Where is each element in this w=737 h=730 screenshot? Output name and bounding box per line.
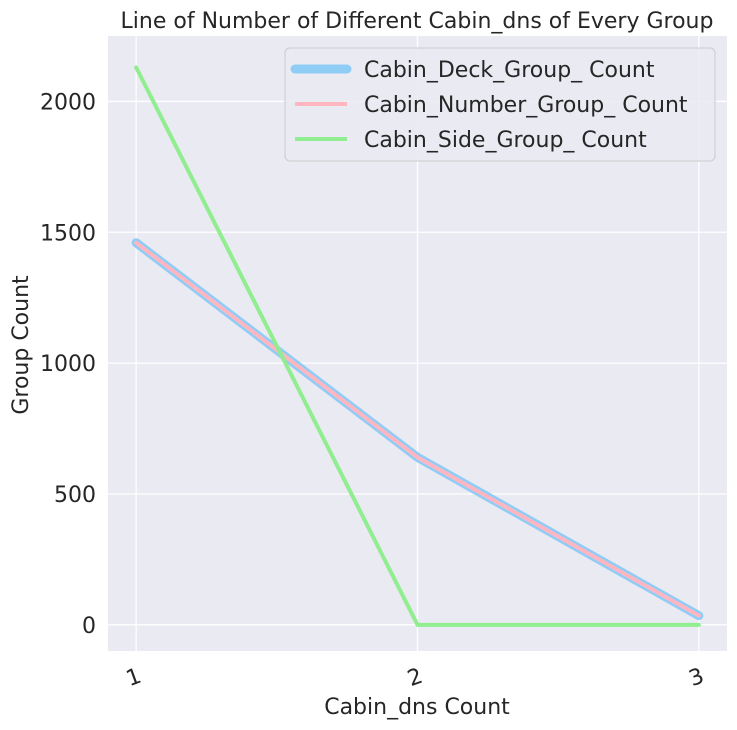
series-line-2 — [134, 240, 701, 618]
y-axis-label: Group Count — [9, 275, 34, 415]
chart-title: Line of Number of Different Cabin_dns of… — [121, 9, 714, 34]
x-axis-label: Cabin_dns Count — [324, 695, 510, 720]
series-layer — [131, 65, 704, 627]
legend-label: Cabin_Deck_Group_ Count — [364, 58, 655, 83]
y-tick-label: 0 — [82, 614, 96, 639]
y-tick-label: 500 — [54, 483, 96, 508]
y-tick-label: 1000 — [40, 352, 96, 377]
y-tick-label: 1500 — [40, 221, 96, 246]
x-tick-label: 2 — [404, 664, 426, 692]
legend: Cabin_Deck_Group_ Count Cabin_Number_Grou… — [284, 47, 716, 162]
legend-box — [284, 47, 716, 162]
y-tick-label: 2000 — [40, 90, 96, 115]
series-line-3 — [134, 65, 701, 627]
x-tick-label: 1 — [123, 664, 145, 692]
legend-label: Cabin_Side_Group_ Count — [364, 128, 647, 153]
legend-label: Cabin_Number_Group_ Count — [364, 93, 688, 118]
x-tick-label: 3 — [686, 664, 708, 692]
